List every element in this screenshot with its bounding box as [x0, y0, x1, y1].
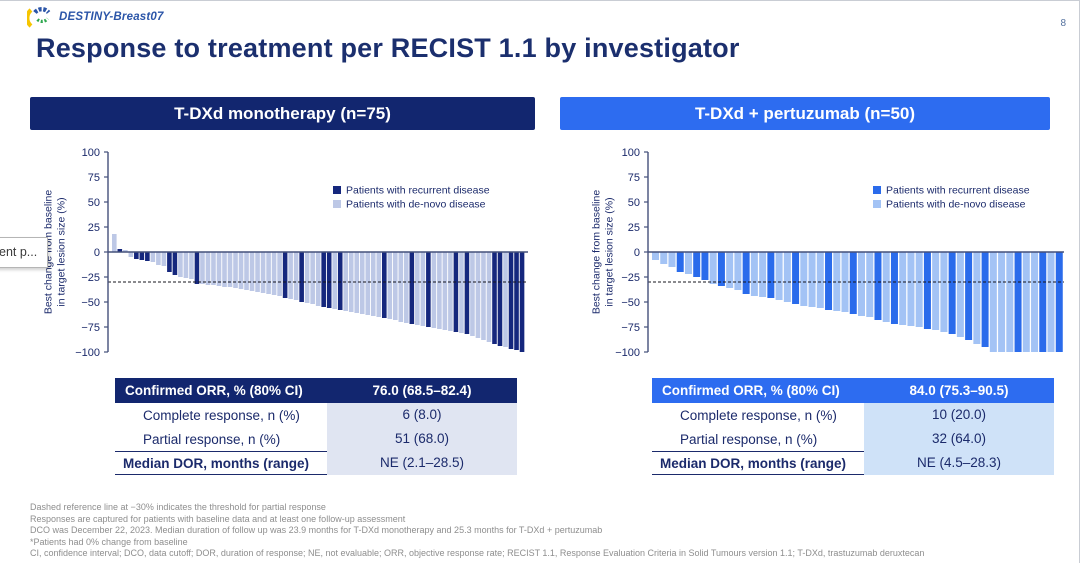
- cr-label: Complete response, n (%): [143, 407, 300, 423]
- panel-header-monotherapy: T-DXd monotherapy (n=75): [30, 97, 535, 130]
- table-row-median-dor: Median DOR, months (range) NE (4.5–28.3): [652, 451, 1054, 475]
- svg-text:−100: −100: [615, 347, 640, 359]
- table-row-complete-response: Complete response, n (%) 10 (20.0): [652, 403, 1054, 427]
- svg-text:0: 0: [634, 247, 640, 259]
- dor-label: Median DOR, months (range): [123, 455, 310, 471]
- svg-text:Patients with recurrent diseas: Patients with recurrent disease: [886, 185, 1030, 197]
- waterfall-chart-pertuzumab: 100 75 50 25 0 −25 −50 −75 −100 Best change from …: [560, 142, 1070, 376]
- orr-label: Confirmed ORR, % (80% CI): [125, 383, 303, 398]
- footnote-line: DCO was December 22, 2023. Median durati…: [30, 525, 603, 535]
- top-border-line: [0, 0, 1080, 1]
- svg-text:−50: −50: [621, 297, 640, 309]
- svg-text:50: 50: [88, 197, 100, 209]
- svg-text:−50: −50: [81, 297, 100, 309]
- pr-label: Partial response, n (%): [680, 431, 818, 447]
- table-row-orr: Confirmed ORR, % (80% CI) 84.0 (75.3–90.…: [652, 378, 1054, 403]
- table-row-orr: Confirmed ORR, % (80% CI) 76.0 (68.5–82.…: [115, 378, 517, 403]
- footnote-line: Dashed reference line at −30% indicates …: [30, 502, 326, 512]
- svg-text:25: 25: [88, 222, 100, 234]
- svg-text:−75: −75: [621, 322, 640, 334]
- response-table-pertuzumab: Confirmed ORR, % (80% CI) 84.0 (75.3–90.…: [652, 378, 1054, 475]
- panel-header-pertuzumab: T-DXd + pertuzumab (n=50): [560, 97, 1050, 130]
- svg-text:−100: −100: [75, 347, 100, 359]
- footnotes: Dashed reference line at −30% indicates …: [30, 502, 924, 560]
- svg-text:100: 100: [622, 147, 640, 159]
- cr-value: 10 (20.0): [864, 403, 1054, 427]
- cr-value: 6 (8.0): [327, 403, 517, 427]
- svg-text:−25: −25: [81, 272, 100, 284]
- footnote-line: *Patients had 0% change from baseline: [30, 536, 188, 547]
- logo-text: DESTINY-Breast07: [59, 11, 164, 23]
- page-title: Response to treatment per RECIST 1.1 by …: [36, 33, 740, 63]
- waterfall-chart-monotherapy: 100 75 50 25 0 −25 −50 −75 −100 Best change from …: [30, 142, 540, 376]
- comment-popup-fragment[interactable]: ent p...: [0, 237, 48, 268]
- svg-text:−25: −25: [621, 272, 640, 284]
- orr-value: 84.0 (75.3–90.5): [909, 383, 1009, 398]
- pr-value: 51 (68.0): [327, 427, 517, 451]
- svg-text:Patients with recurrent diseas: Patients with recurrent disease: [346, 185, 490, 197]
- page-number: 8: [1060, 18, 1066, 29]
- table-row-median-dor: Median DOR, months (range) NE (2.1–28.5): [115, 451, 517, 475]
- svg-text:25: 25: [628, 222, 640, 234]
- table-row-partial-response: Partial response, n (%) 32 (64.0): [652, 427, 1054, 451]
- waterfall-svg-monotherapy: 100 75 50 25 0 −25 −50 −75 −100 Best change from …: [43, 147, 528, 359]
- waterfall-svg-pertuzumab: 100 75 50 25 0 −25 −50 −75 −100 Best change from …: [591, 147, 1064, 359]
- footnote-line: Responses are captured for patients with…: [30, 513, 406, 524]
- dor-value: NE (2.1–28.5): [327, 451, 517, 475]
- dor-value: NE (4.5–28.3): [864, 451, 1054, 475]
- response-table-monotherapy: Confirmed ORR, % (80% CI) 76.0 (68.5–82.…: [115, 378, 517, 475]
- cr-label: Complete response, n (%): [680, 407, 837, 423]
- dor-label: Median DOR, months (range): [660, 455, 847, 471]
- orr-label: Confirmed ORR, % (80% CI): [662, 383, 840, 398]
- orr-value: 76.0 (68.5–82.4): [372, 383, 472, 398]
- svg-text:75: 75: [88, 172, 100, 184]
- svg-text:75: 75: [628, 172, 640, 184]
- table-row-partial-response: Partial response, n (%) 51 (68.0): [115, 427, 517, 451]
- logo: DESTINY-Breast07: [27, 6, 164, 28]
- svg-text:50: 50: [628, 197, 640, 209]
- destiny-logo-icon: [27, 7, 51, 28]
- pr-value: 32 (64.0): [864, 427, 1054, 451]
- svg-text:Patients with de-novo disease: Patients with de-novo disease: [346, 199, 486, 211]
- svg-text:Patients with de-novo disease: Patients with de-novo disease: [886, 199, 1026, 211]
- svg-text:−75: −75: [81, 322, 100, 334]
- table-row-complete-response: Complete response, n (%) 6 (8.0): [115, 403, 517, 427]
- svg-text:100: 100: [82, 147, 100, 159]
- svg-text:Best change from baselinein ta: Best change from baselinein target lesio…: [43, 190, 68, 314]
- svg-text:Best change from baselinein ta: Best change from baselinein target lesio…: [591, 190, 616, 314]
- footnote-line: CI, confidence interval; DCO, data cutof…: [30, 548, 925, 558]
- svg-text:0: 0: [94, 247, 100, 259]
- pr-label: Partial response, n (%): [143, 431, 281, 447]
